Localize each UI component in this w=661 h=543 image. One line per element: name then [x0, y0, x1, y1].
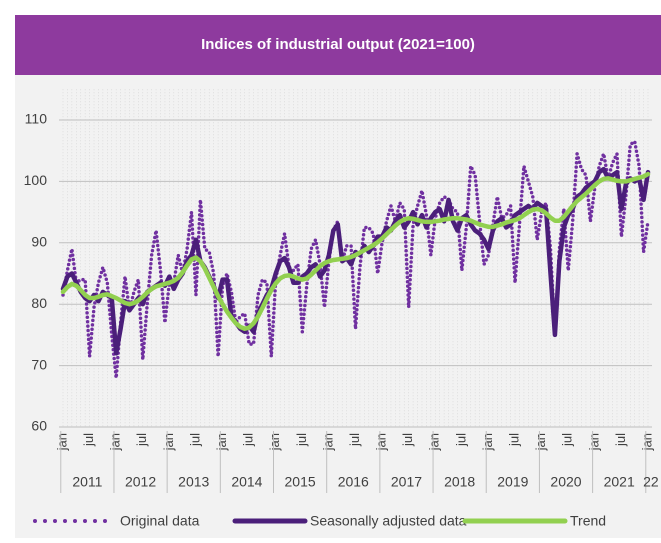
legend-label: Trend [570, 513, 606, 529]
x-tick-label: jan [267, 433, 282, 451]
x-tick-label: jul [347, 433, 362, 447]
x-tick-label: jan [533, 433, 548, 451]
year-label: 2013 [178, 474, 209, 490]
chart-title: Indices of industrial output (2021=100) [201, 36, 475, 53]
x-tick-label: jan [480, 433, 495, 451]
x-tick-label: jan [586, 433, 601, 451]
y-tick-label: 80 [31, 295, 47, 311]
x-tick-label: jan [320, 433, 335, 451]
series-line [60, 171, 651, 332]
x-tick-label: jan [108, 433, 123, 451]
year-label: 2011 [72, 474, 102, 490]
x-tick-label: jan [54, 433, 69, 451]
legend-label: Original data [120, 513, 200, 529]
year-label: 2014 [231, 474, 262, 490]
x-tick-label: jul [241, 433, 256, 447]
year-label: 2017 [391, 474, 422, 490]
x-tick-label: jan [427, 433, 442, 451]
title-banner [15, 15, 661, 75]
x-tick-label: jul [134, 433, 149, 447]
year-label: 2012 [125, 474, 156, 490]
year-label: 2019 [497, 474, 528, 490]
y-tick-label: 60 [31, 418, 47, 434]
year-label: 22 [643, 474, 659, 490]
x-tick-label: jan [374, 433, 389, 451]
series-line [60, 166, 651, 356]
y-tick-label: 70 [31, 356, 47, 372]
x-tick-label: jan [214, 433, 229, 451]
year-label: 2018 [444, 474, 475, 490]
legend-label: Seasonally adjusted data [310, 513, 467, 529]
x-tick-label: jul [187, 433, 202, 447]
x-tick-label: jul [453, 433, 468, 447]
x-tick-label: jul [81, 433, 96, 447]
year-label: 2021 [604, 474, 635, 490]
x-tick-label: jul [560, 433, 575, 447]
y-tick-label: 90 [31, 234, 47, 250]
x-tick-label: jan [161, 433, 176, 451]
x-tick-label: jul [613, 433, 628, 447]
x-tick-label: jul [294, 433, 309, 447]
x-tick-label: jul [506, 433, 521, 447]
year-label: 2020 [550, 474, 581, 490]
year-label: 2016 [338, 474, 369, 490]
year-label: 2015 [285, 474, 316, 490]
x-tick-label: jul [400, 433, 415, 447]
y-tick-label: 100 [24, 172, 48, 188]
x-tick-label: jan [639, 433, 654, 451]
y-tick-label: 110 [25, 111, 48, 127]
